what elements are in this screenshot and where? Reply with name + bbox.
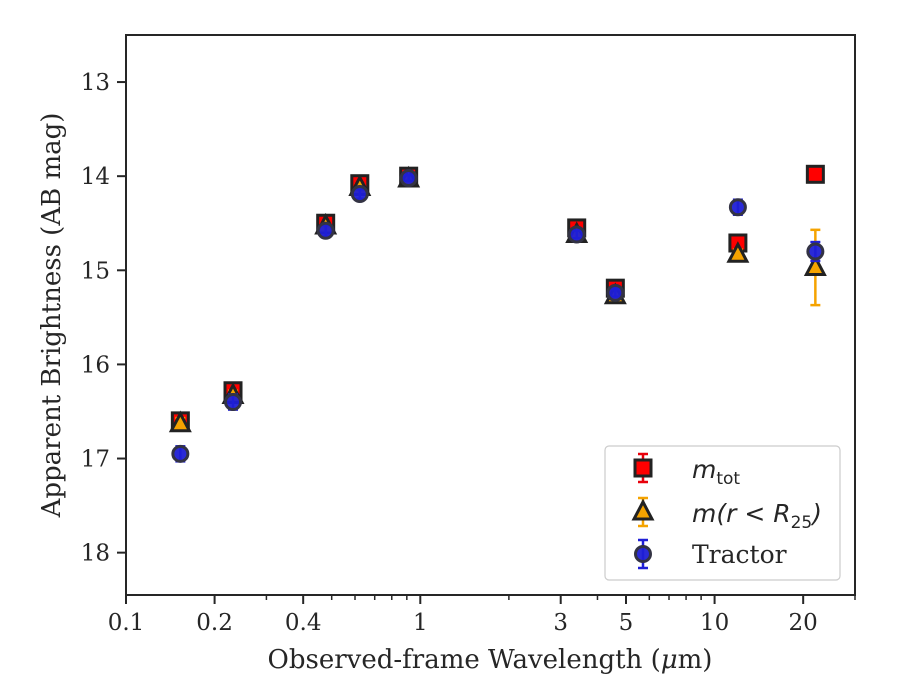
x-tick-label: 20 <box>789 610 818 636</box>
data-point <box>171 444 190 463</box>
y-tick-label: 16 <box>81 352 110 378</box>
x-tick-label: 0.4 <box>285 610 322 636</box>
y-tick-label: 15 <box>81 258 110 284</box>
data-point <box>168 410 192 433</box>
plot-frame <box>125 34 856 596</box>
legend-marker-square <box>633 458 653 478</box>
y-tick-label: 18 <box>81 541 110 567</box>
y-axis-title: Apparent Brightness (AB mag) <box>37 113 67 519</box>
data-point <box>728 198 747 217</box>
data-point <box>224 393 243 412</box>
legend-label-mtot: mtot <box>692 455 740 489</box>
data-point <box>805 164 825 184</box>
legend-marker-circle <box>634 545 652 563</box>
data-point <box>606 283 625 302</box>
x-tick-label: 10 <box>700 610 729 636</box>
data-point <box>726 241 750 263</box>
legend-markers <box>631 452 655 570</box>
legend-label-tractor: Tractor <box>692 540 787 569</box>
y-tick-label: 17 <box>81 447 110 473</box>
legend-label-mr25: m(r < R25) <box>692 499 822 533</box>
x-tick-label: 0.1 <box>108 610 145 636</box>
x-tick-label: 5 <box>619 610 634 636</box>
legend-marker-triangle <box>631 498 655 521</box>
series-2 <box>171 169 825 463</box>
data-point <box>567 225 586 244</box>
y-tick-label: 14 <box>81 164 110 190</box>
x-tick-label: 1 <box>413 610 428 636</box>
series-1 <box>168 165 827 433</box>
data-point <box>399 169 418 188</box>
legend: mtot m(r < R25) Tractor <box>604 445 841 581</box>
data-point <box>806 242 825 261</box>
y-tick-label: 13 <box>81 70 110 96</box>
x-tick-label: 0.2 <box>196 610 233 636</box>
data-marks <box>168 164 827 463</box>
data-point <box>316 221 335 240</box>
legend-box <box>604 445 841 581</box>
series-0 <box>170 164 825 431</box>
x-tick-label: 3 <box>553 610 568 636</box>
data-point <box>803 254 827 276</box>
data-point <box>350 185 369 204</box>
x-axis-title: Observed-frame Wavelength (μm) <box>268 645 713 675</box>
